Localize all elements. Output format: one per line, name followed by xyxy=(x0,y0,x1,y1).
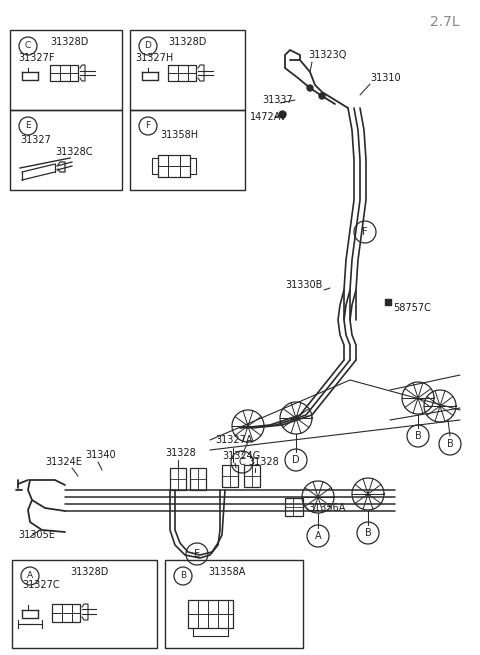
Text: 31327H: 31327H xyxy=(135,53,173,63)
Bar xyxy=(222,465,238,487)
Bar xyxy=(190,468,206,490)
Text: 31328D: 31328D xyxy=(70,567,108,577)
Text: 31328C: 31328C xyxy=(55,147,93,157)
Text: 31324G: 31324G xyxy=(222,451,260,461)
Bar xyxy=(188,600,233,628)
Text: 31327F: 31327F xyxy=(18,53,55,63)
Text: 31323Q: 31323Q xyxy=(308,50,347,60)
Text: 2.7L: 2.7L xyxy=(430,15,460,29)
Text: E: E xyxy=(194,549,200,559)
Text: E: E xyxy=(25,121,31,130)
Text: A: A xyxy=(27,572,33,580)
Text: 58757C: 58757C xyxy=(393,303,431,313)
Bar xyxy=(50,65,78,81)
Text: C: C xyxy=(239,457,245,467)
Text: 31327: 31327 xyxy=(20,135,51,145)
Text: F: F xyxy=(362,227,368,237)
Circle shape xyxy=(307,85,313,91)
Text: C: C xyxy=(25,41,31,50)
Bar xyxy=(12,560,157,648)
Text: 31327C: 31327C xyxy=(22,580,60,590)
Text: 31340: 31340 xyxy=(85,450,116,460)
Text: 31305E: 31305E xyxy=(18,530,55,540)
Text: D: D xyxy=(144,41,151,50)
Bar xyxy=(130,110,245,190)
Text: 31327A: 31327A xyxy=(215,435,252,445)
Text: F: F xyxy=(145,121,151,130)
Text: B: B xyxy=(446,439,454,449)
Bar xyxy=(170,468,186,490)
Bar xyxy=(158,155,190,177)
Text: 31358A: 31358A xyxy=(208,567,245,577)
Text: D: D xyxy=(292,455,300,465)
Text: 31324E: 31324E xyxy=(45,457,82,467)
Bar xyxy=(52,604,80,622)
Text: 31356A: 31356A xyxy=(308,503,346,513)
Text: B: B xyxy=(365,528,372,538)
Text: 1472AV: 1472AV xyxy=(250,112,288,122)
Bar xyxy=(285,498,303,516)
Text: A: A xyxy=(315,531,321,541)
Bar xyxy=(165,560,303,648)
Text: 31328: 31328 xyxy=(248,457,279,467)
Text: 31328: 31328 xyxy=(165,448,196,458)
Text: 31330B: 31330B xyxy=(285,280,323,290)
Text: 31337: 31337 xyxy=(262,95,293,105)
Circle shape xyxy=(319,93,325,99)
Bar xyxy=(130,30,245,110)
Bar xyxy=(10,30,122,110)
Text: 31328D: 31328D xyxy=(168,37,206,47)
Text: B: B xyxy=(415,431,421,441)
Bar xyxy=(10,110,122,190)
Bar xyxy=(168,65,196,81)
Text: B: B xyxy=(180,572,186,580)
Bar xyxy=(244,465,260,487)
Text: 31328D: 31328D xyxy=(50,37,88,47)
Text: 31310: 31310 xyxy=(370,73,401,83)
Text: 31358H: 31358H xyxy=(160,130,198,140)
